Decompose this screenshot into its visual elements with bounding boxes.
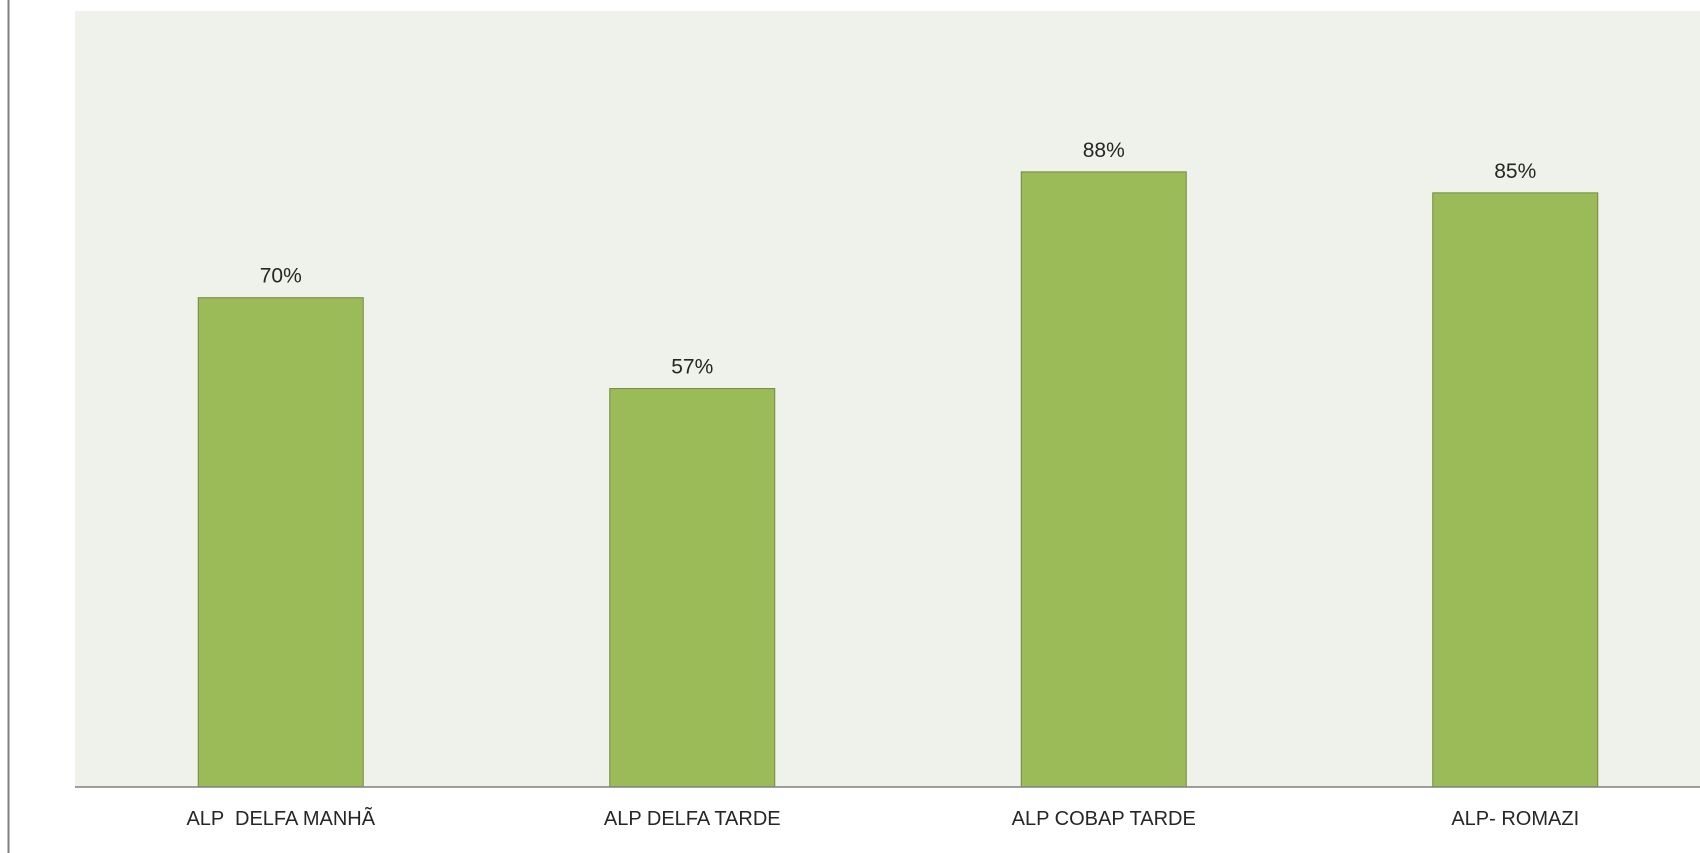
bar: [197, 297, 364, 788]
bar-value-label: 85%: [1494, 160, 1536, 183]
bar-value-label: 70%: [260, 265, 302, 288]
bar: [1432, 192, 1599, 788]
bar-value-label: 88%: [1083, 139, 1125, 162]
category-tick-label: ALP COBAP TARDE: [1012, 808, 1196, 830]
category-tick-label: ALP- ROMAZI: [1451, 808, 1579, 830]
data-labels-group: 70% 57% 88% 85%: [260, 139, 1537, 379]
category-labels-group: ALP DELFA MANHÃ ALP DELFA TARDE ALP COBAP …: [186, 806, 1579, 830]
bar: [1020, 171, 1187, 788]
bars-group: [197, 171, 1599, 788]
category-tick-label: ALP DELFA MANHÃ: [186, 806, 375, 830]
bar: [609, 388, 776, 788]
bar-value-label: 57%: [671, 356, 713, 379]
category-tick-label: ALP DELFA TARDE: [604, 808, 781, 830]
